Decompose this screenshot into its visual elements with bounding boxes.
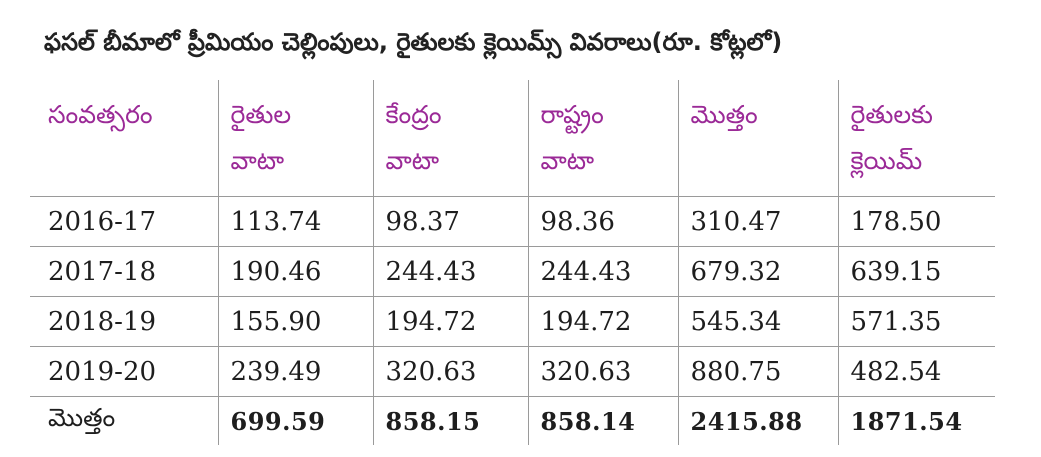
- total-row: మొత్తం 699.59 858.15 858.14 2415.88 1871…: [30, 396, 995, 445]
- cell-centre-share: 98.37: [372, 196, 528, 247]
- cell-total-label: మొత్తం: [48, 403, 116, 432]
- cell-state-share: 98.36: [527, 196, 678, 247]
- header-farmers-claim: రైతులకు క్లెయిమ్: [837, 80, 995, 197]
- table-row: 2019-20 239.49 320.63 320.63 880.75 482.…: [30, 346, 995, 397]
- cell-farmers-share: 239.49: [217, 346, 373, 397]
- cell-year: 2016-17: [30, 196, 218, 247]
- cell-total: 679.32: [677, 246, 838, 297]
- cell-total: 880.75: [677, 346, 838, 397]
- cell-year: 2019-20: [30, 346, 218, 397]
- header-farmers-share: రైతుల వాటా: [217, 80, 373, 197]
- cell-total-state-share: 858.14: [527, 396, 678, 445]
- header-centre-share: కేంద్రం వాటా: [372, 80, 528, 197]
- table-title: ఫసల్ బీమాలో ప్రీమియం చెల్లింపులు, రైతులక…: [44, 28, 783, 56]
- table-row: 2016-17 113.74 98.37 98.36 310.47 178.50: [30, 196, 995, 247]
- cell-state-share: 194.72: [527, 296, 678, 347]
- cell-farmers-share: 113.74: [217, 196, 373, 247]
- cell-total: 310.47: [677, 196, 838, 247]
- cell-grand-total: 2415.88: [677, 396, 838, 445]
- table-row: 2017-18 190.46 244.43 244.43 679.32 639.…: [30, 246, 995, 297]
- header-total: మొత్తం: [677, 80, 838, 197]
- cell-year: 2017-18: [30, 246, 218, 297]
- header-state-share: రాష్ట్రం వాటా: [527, 80, 678, 197]
- cell-farmers-claim: 639.15: [837, 246, 995, 297]
- cell-farmers-share: 155.90: [217, 296, 373, 347]
- cell-year: 2018-19: [30, 296, 218, 347]
- cell-total-farmers-share: 699.59: [217, 396, 373, 445]
- header-row: సంవత్సరం రైతుల వాటా కేంద్రం వాటా రాష్ట్రం వ…: [30, 80, 995, 197]
- cell-farmers-claim: 178.50: [837, 196, 995, 247]
- cell-centre-share: 244.43: [372, 246, 528, 297]
- cell-state-share: 244.43: [527, 246, 678, 297]
- cell-total-centre-share: 858.15: [372, 396, 528, 445]
- cell-centre-share: 194.72: [372, 296, 528, 347]
- premium-claims-table: సంవత్సరం రైతుల వాటా కేంద్రం వాటా రాష్ట్రం వ…: [30, 80, 995, 445]
- table-row: 2018-19 155.90 194.72 194.72 545.34 571.…: [30, 296, 995, 347]
- cell-total: 545.34: [677, 296, 838, 347]
- header-year: సంవత్సరం: [30, 80, 218, 197]
- cell-centre-share: 320.63: [372, 346, 528, 397]
- cell-farmers-share: 190.46: [217, 246, 373, 297]
- cell-farmers-claim: 482.54: [837, 346, 995, 397]
- cell-farmers-claim: 571.35: [837, 296, 995, 347]
- cell-state-share: 320.63: [527, 346, 678, 397]
- cell-total-farmers-claim: 1871.54: [837, 396, 995, 445]
